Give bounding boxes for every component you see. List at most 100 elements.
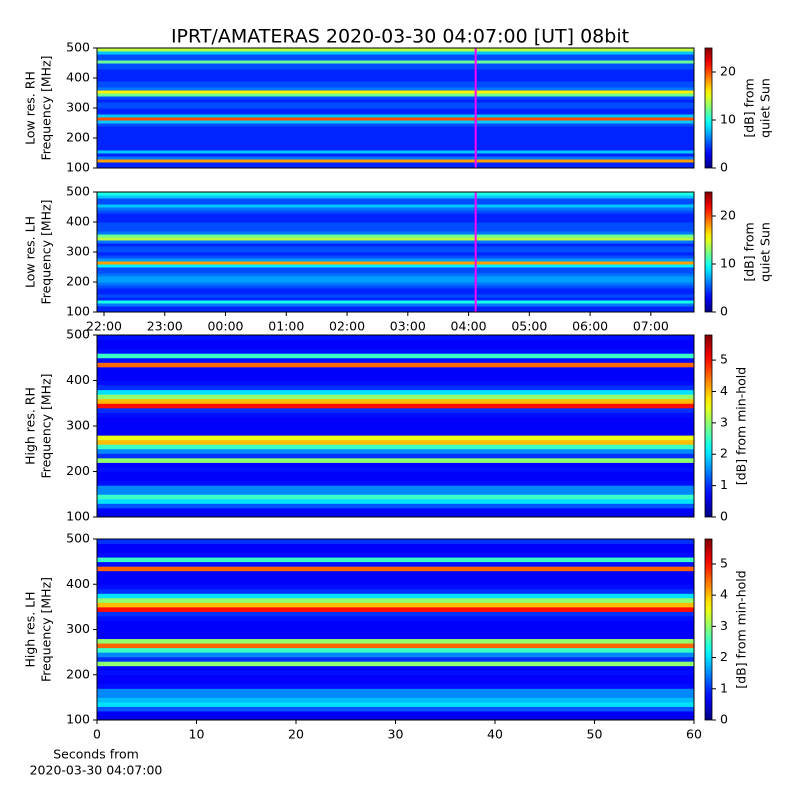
spectrum-band bbox=[97, 93, 694, 97]
spectrum-band bbox=[97, 557, 694, 563]
spectrum-band bbox=[97, 480, 694, 486]
spectrum-band bbox=[97, 297, 694, 301]
spectrum-band bbox=[97, 357, 694, 363]
x-axis-label: 2020-03-30 04:07:00 bbox=[30, 763, 163, 778]
spectrum-band bbox=[97, 466, 694, 472]
spectrum-band bbox=[97, 710, 694, 716]
spectrum-band bbox=[97, 270, 694, 274]
spectrum-band bbox=[97, 512, 694, 518]
spectrum-band bbox=[97, 426, 694, 432]
y-tick-label: 500 bbox=[66, 327, 90, 342]
spectrum-band bbox=[97, 132, 694, 136]
spectrum-band bbox=[97, 291, 694, 295]
spectrum-band bbox=[97, 150, 694, 154]
spectrum-band bbox=[97, 366, 694, 372]
x-tick-label: 10 bbox=[189, 727, 205, 742]
spectrum-band bbox=[97, 629, 694, 635]
spectrum-band bbox=[97, 225, 694, 229]
spectrum-band bbox=[97, 264, 694, 268]
spectrum-band bbox=[97, 285, 694, 289]
spectrum-band bbox=[97, 453, 694, 459]
spectrum-band bbox=[97, 96, 694, 100]
y-axis-label: High res. RH bbox=[23, 387, 38, 465]
spectrum-band bbox=[97, 692, 694, 698]
spectrum-band bbox=[97, 624, 694, 630]
colorbar-label: [dB] from min-hold bbox=[734, 570, 749, 688]
spectrum-band bbox=[97, 620, 694, 626]
spectrum-band bbox=[97, 353, 694, 359]
spectrum-band bbox=[97, 588, 694, 594]
spectrum-band bbox=[97, 602, 694, 608]
spectrum-band bbox=[97, 407, 694, 413]
colorbar-tick-label: 3 bbox=[720, 618, 728, 633]
spectrum-band bbox=[97, 147, 694, 151]
spectrum-band bbox=[97, 192, 694, 196]
x-tick-label: 07:00 bbox=[633, 319, 669, 334]
spectrum-band bbox=[97, 99, 694, 103]
spectrum-band bbox=[97, 198, 694, 202]
colorbar-label: quiet Sun bbox=[758, 222, 773, 282]
spectrum-band bbox=[97, 267, 694, 271]
colorbar-tick-label: 20 bbox=[720, 64, 736, 79]
colorbar-tick-label: 2 bbox=[720, 649, 728, 664]
spectrum-band bbox=[97, 309, 694, 313]
y-tick-label: 300 bbox=[66, 418, 90, 433]
spectrum-band bbox=[97, 222, 694, 226]
y-tick-label: 200 bbox=[66, 463, 90, 478]
y-tick-label: 300 bbox=[66, 244, 90, 259]
colorbar-label: [dB] from bbox=[742, 78, 757, 137]
colorbar-tick-label: 1 bbox=[720, 680, 728, 695]
spectrum-band bbox=[97, 421, 694, 427]
y-tick-label: 100 bbox=[66, 509, 90, 524]
spectrum-band bbox=[97, 539, 694, 545]
x-tick-label: 30 bbox=[388, 727, 404, 742]
figure-title: IPRT/AMATERAS 2020-03-30 04:07:00 [UT] 0… bbox=[171, 26, 629, 48]
y-axis-label: Frequency [MHz] bbox=[39, 373, 54, 478]
spectrum-band bbox=[97, 489, 694, 495]
y-tick-label: 500 bbox=[66, 531, 90, 546]
y-tick-label: 400 bbox=[66, 214, 90, 229]
spectrum-band bbox=[97, 611, 694, 617]
spectrum-band bbox=[97, 57, 694, 61]
y-tick-label: 100 bbox=[66, 304, 90, 319]
colorbar-tick-label: 4 bbox=[720, 383, 728, 398]
spectrum-band bbox=[97, 81, 694, 85]
spectrum-band bbox=[97, 288, 694, 292]
spectrum-band bbox=[97, 213, 694, 217]
spectrum-band bbox=[97, 144, 694, 148]
spectrum-band bbox=[97, 120, 694, 124]
spectrum-band bbox=[97, 394, 694, 400]
spectrum-band bbox=[97, 300, 694, 304]
spectrum-band bbox=[97, 371, 694, 377]
x-tick-label: 02:00 bbox=[329, 319, 365, 334]
spectrum-band bbox=[97, 697, 694, 703]
spectrum-band bbox=[97, 543, 694, 549]
spectrum-band bbox=[97, 701, 694, 707]
x-tick-label: 00:00 bbox=[207, 319, 243, 334]
spectrum-band bbox=[97, 117, 694, 121]
spectrum-band bbox=[97, 303, 694, 307]
colorbar-tick-label: 5 bbox=[720, 352, 728, 367]
y-axis-label: Low res. LH bbox=[23, 216, 38, 288]
spectrum-band bbox=[97, 306, 694, 310]
spectrum-band bbox=[97, 385, 694, 391]
spectrum-band bbox=[97, 48, 694, 52]
y-tick-label: 500 bbox=[66, 40, 90, 55]
spectrum-band bbox=[97, 670, 694, 676]
spectrum-band bbox=[97, 204, 694, 208]
spectrum-band bbox=[97, 282, 694, 286]
spectrum-band bbox=[97, 674, 694, 680]
y-tick-label: 200 bbox=[66, 274, 90, 289]
spectrum-band bbox=[97, 634, 694, 640]
spectrum-band bbox=[97, 201, 694, 205]
spectrum-band bbox=[97, 457, 694, 463]
colorbar-tick-label: 2 bbox=[720, 446, 728, 461]
spectrum-band bbox=[97, 78, 694, 82]
colorbar-label: [dB] from min-hold bbox=[734, 367, 749, 485]
spectrum-band bbox=[97, 105, 694, 109]
spectrum-band bbox=[97, 615, 694, 621]
spectrum-band bbox=[97, 87, 694, 91]
spectrum-band bbox=[97, 688, 694, 694]
spectrum-band bbox=[97, 584, 694, 590]
